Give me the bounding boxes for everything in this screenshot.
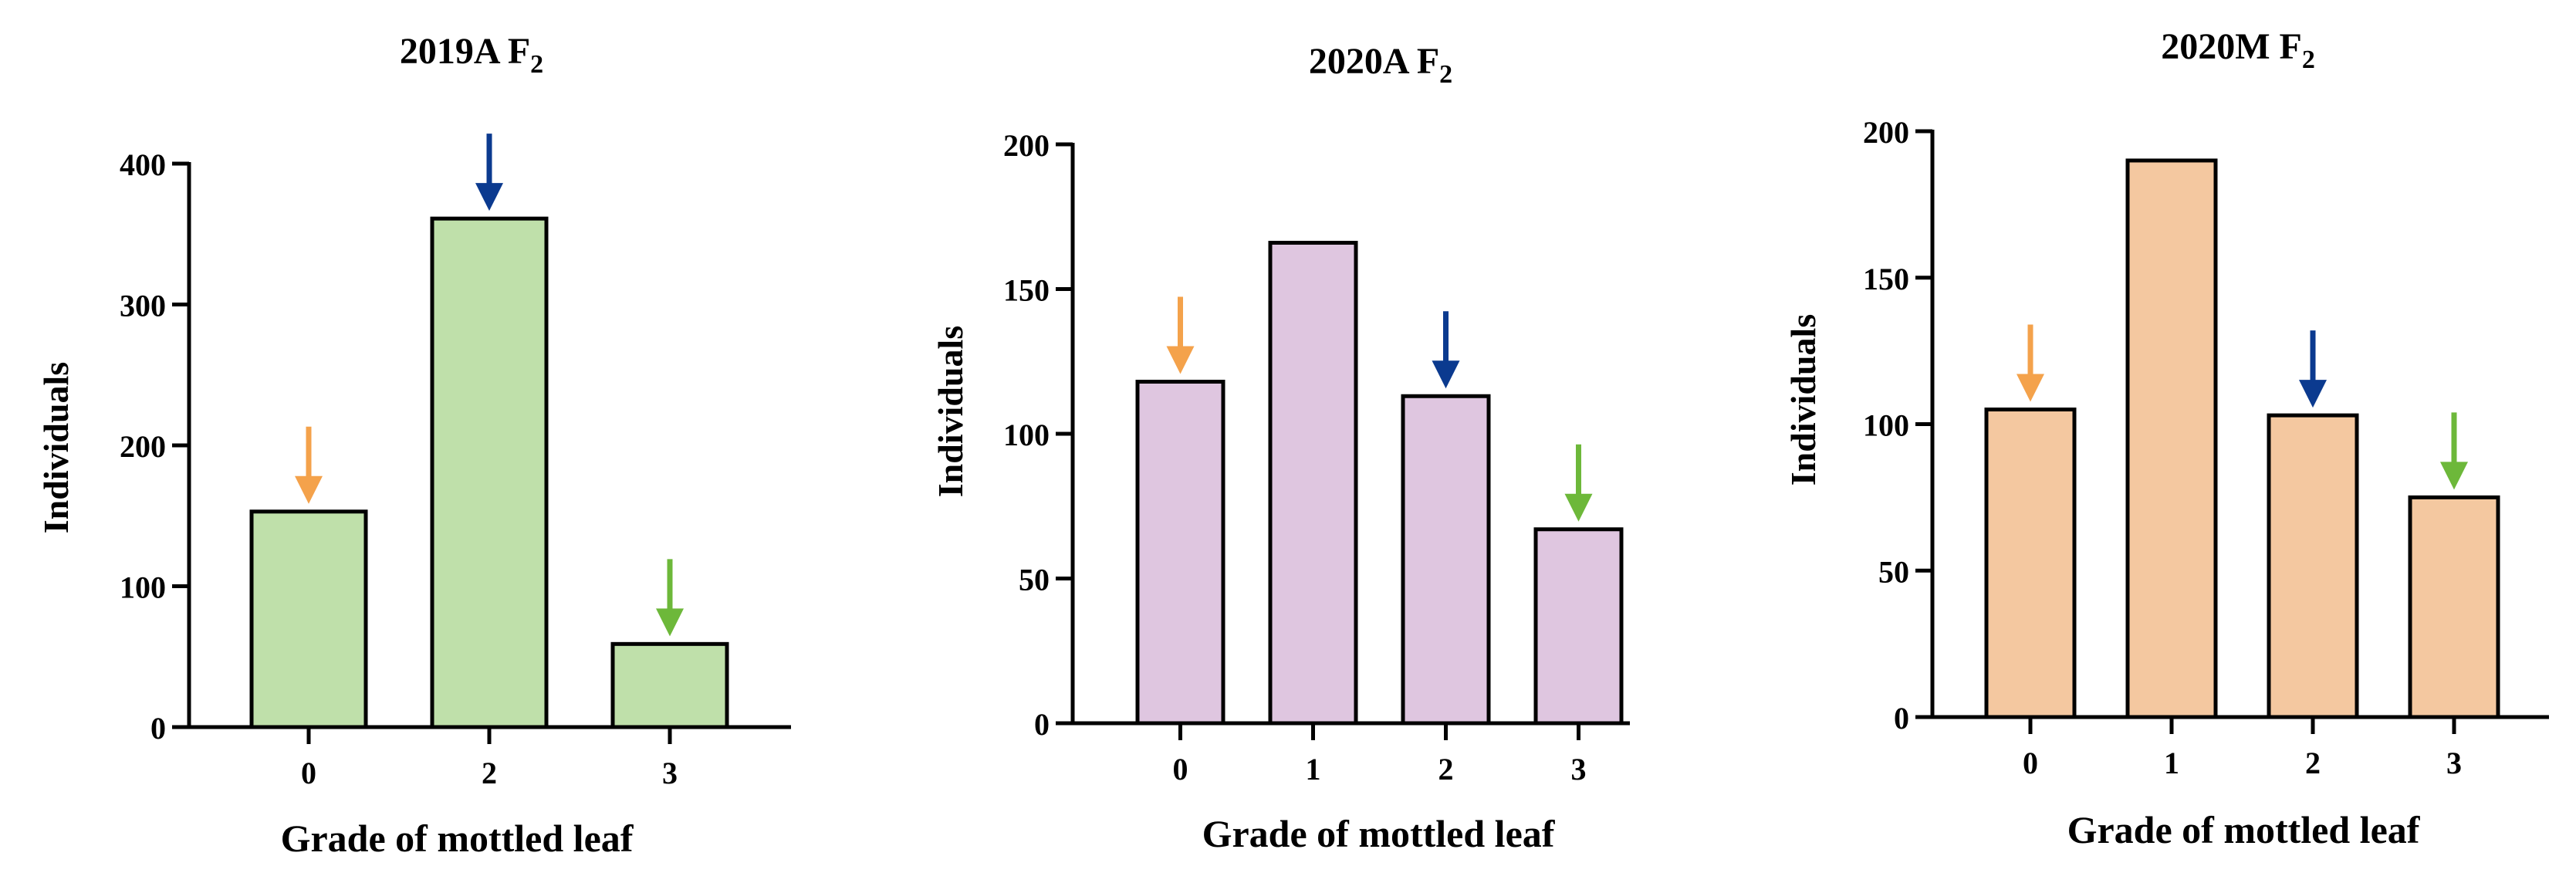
green-arrow-icon (656, 559, 684, 637)
x-tick-label: 3 (662, 756, 678, 790)
bar-2 (1401, 394, 1491, 726)
green-arrow-icon (2440, 412, 2468, 490)
blue-arrow-icon (2299, 330, 2327, 408)
bar-0 (249, 509, 368, 729)
y-tick-label: 50 (1878, 554, 1909, 589)
bar-3 (1533, 527, 1624, 726)
x-tick-label: 1 (2164, 746, 2179, 780)
x-axis-label: Grade of mottled leaf (281, 817, 634, 860)
y-axis-label: Individuals (931, 326, 970, 497)
x-tick-label: 2 (482, 756, 497, 790)
x-tick-label: 3 (2446, 746, 2462, 780)
bar-2 (430, 216, 549, 729)
x-tick-label: 2 (2305, 746, 2321, 780)
y-tick-label: 200 (1003, 128, 1050, 163)
y-tick-label: 0 (150, 711, 166, 746)
x-axis-label: Grade of mottled leaf (2067, 808, 2421, 851)
x-tick-label: 0 (1173, 752, 1188, 787)
chart-2: 2020A F2 Individuals Grade of mottled leaf… (931, 41, 1630, 855)
y-tick-label: 100 (1863, 408, 1909, 443)
blue-arrow-icon (1432, 311, 1460, 389)
y-tick-label: 200 (1863, 115, 1909, 150)
chart-1: 2019A F2 Individuals Grade of mottled leaf… (36, 31, 791, 860)
chart-3: 2020M F2 Individuals Grade of mottled leaf… (1783, 26, 2549, 851)
y-tick-label: 150 (1003, 273, 1050, 308)
x-tick-label: 3 (1571, 752, 1587, 787)
bar-0 (1135, 380, 1225, 726)
y-tick-label: 0 (1034, 707, 1050, 742)
x-tick-label: 0 (2023, 746, 2038, 780)
bar-3 (2408, 495, 2500, 719)
y-tick-label: 300 (120, 289, 166, 323)
chart-title: 2019A F2 (400, 31, 543, 79)
bar-2 (2267, 413, 2359, 719)
orange-arrow-icon (1166, 296, 1195, 374)
orange-arrow-icon (295, 426, 323, 504)
y-tick-label: 50 (1019, 563, 1050, 597)
y-tick-label: 400 (120, 147, 166, 182)
bar-1 (2125, 158, 2218, 719)
y-tick-label: 200 (120, 429, 166, 464)
x-axis-label: Grade of mottled leaf (1202, 812, 1556, 855)
x-tick-label: 2 (1438, 752, 1454, 787)
y-axis-label: Individuals (1783, 314, 1823, 485)
y-tick-label: 0 (1894, 701, 1909, 736)
x-tick-label: 1 (1306, 752, 1321, 787)
y-tick-label: 100 (120, 570, 166, 605)
y-tick-label: 150 (1863, 262, 1909, 296)
chart-title: 2020M F2 (2161, 26, 2315, 74)
x-tick-label: 0 (301, 756, 316, 790)
bar-3 (610, 641, 729, 729)
orange-arrow-icon (2017, 324, 2044, 402)
bar-1 (1268, 241, 1358, 726)
y-axis-label: Individuals (36, 362, 76, 533)
blue-arrow-icon (475, 134, 503, 211)
y-tick-label: 100 (1003, 418, 1050, 452)
chart-title: 2020A F2 (1309, 41, 1452, 89)
bar-0 (1984, 408, 2077, 719)
green-arrow-icon (1564, 444, 1593, 522)
